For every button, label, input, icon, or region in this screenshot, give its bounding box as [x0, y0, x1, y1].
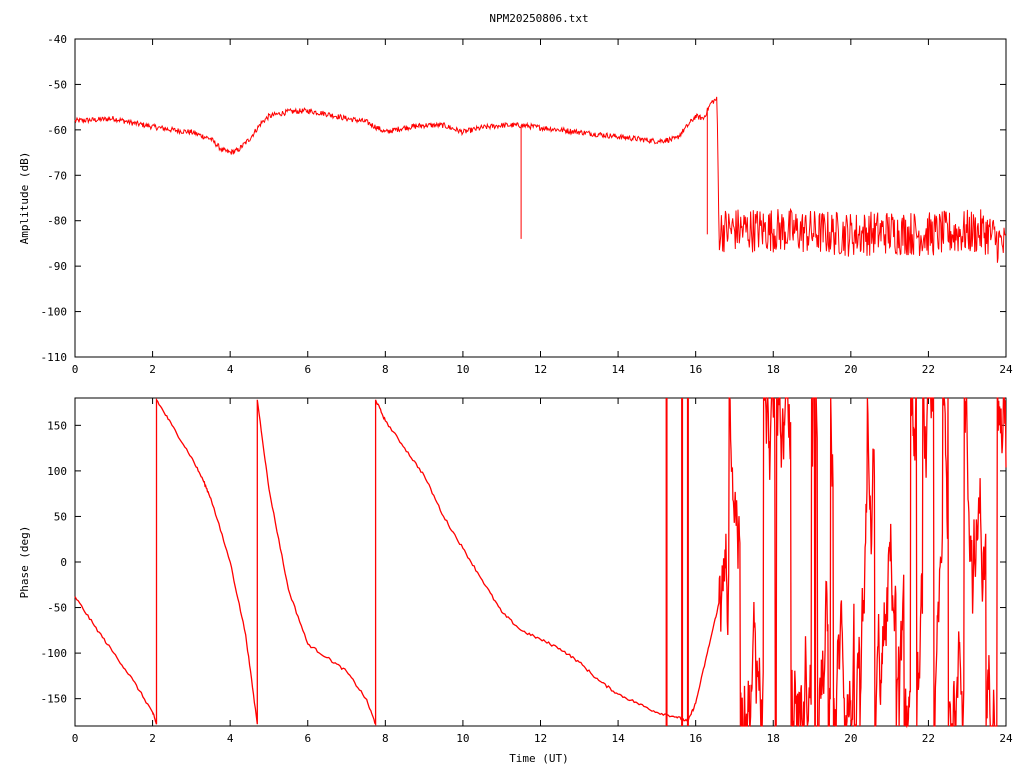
phase-y-tick-label: -50: [47, 602, 67, 615]
amplitude-x-tick-label: 18: [767, 363, 780, 376]
amplitude-x-tick-label: 24: [999, 363, 1013, 376]
amplitude-x-tick-label: 2: [149, 363, 156, 376]
amplitude-x-tick-label: 0: [72, 363, 79, 376]
phase-y-tick-label: -100: [41, 647, 68, 660]
phase-x-axis-label: Time (UT): [509, 752, 569, 765]
amplitude-series: [74, 96, 1007, 263]
phase-x-tick-label: 10: [456, 732, 469, 745]
phase-x-tick-label: 18: [767, 732, 780, 745]
amplitude-y-tick-label: -110: [41, 351, 68, 364]
phase-x-tick-label: 8: [382, 732, 389, 745]
phase-x-tick-label: 2: [149, 732, 156, 745]
amplitude-y-axis-label: Amplitude (dB): [18, 152, 31, 245]
phase-x-ticks: 0 2 4 6 8 10 12 14 16 18 20 22 24: [72, 398, 1013, 745]
amplitude-x-tick-label: 4: [227, 363, 234, 376]
phase-x-tick-label: 6: [304, 732, 311, 745]
amplitude-series-line: [74, 96, 1007, 263]
phase-x-tick-label: 0: [72, 732, 79, 745]
amplitude-y-tick-label: -90: [47, 260, 67, 273]
amplitude-y-tick-label: -80: [47, 215, 67, 228]
amplitude-x-tick-label: 10: [456, 363, 469, 376]
amplitude-y-tick-label: -50: [47, 78, 67, 91]
phase-y-tick-label: 0: [60, 556, 67, 569]
phase-panel: 0 2 4 6 8 10 12 14 16 18 20 22 24 150100500-50-100-1…: [18, 397, 1013, 765]
amplitude-x-tick-label: 14: [611, 363, 625, 376]
phase-x-tick-label: 22: [922, 732, 935, 745]
phase-series-line: [74, 397, 1007, 729]
amplitude-y-tick-label: -40: [47, 33, 67, 46]
amplitude-y-tick-label: -60: [47, 124, 67, 137]
amplitude-x-tick-label: 22: [922, 363, 935, 376]
phase-x-tick-label: 14: [611, 732, 625, 745]
phase-x-tick-label: 24: [999, 732, 1013, 745]
amplitude-x-tick-label: 8: [382, 363, 389, 376]
phase-y-tick-label: 50: [54, 510, 67, 523]
phase-x-tick-label: 4: [227, 732, 234, 745]
amplitude-x-tick-label: 20: [844, 363, 857, 376]
phase-y-ticks: 150 100 50 0 -50 -100 -150: [41, 419, 1006, 706]
amplitude-panel: 0 2 4 6 8 10 12 14 16 18 20 22 24 -40-50-60-70-80-90…: [18, 33, 1013, 376]
phase-y-tick-label: -150: [41, 693, 68, 706]
amplitude-y-tick-label: -70: [47, 169, 67, 182]
amplitude-x-ticks: 0 2 4 6 8 10 12 14 16 18 20 22 24: [72, 39, 1013, 376]
phase-x-tick-label: 12: [534, 732, 547, 745]
phase-x-tick-label: 20: [844, 732, 857, 745]
phase-y-tick-label: 100: [47, 465, 67, 478]
amplitude-y-ticks: -40 -50 -60 -70 -80 -90 -100 -110: [41, 33, 1006, 364]
phase-y-axis-label: Phase (deg): [18, 526, 31, 599]
phase-series: [74, 397, 1007, 729]
chart-title: NPM20250806.txt: [489, 12, 588, 25]
amplitude-x-tick-label: 12: [534, 363, 547, 376]
phase-x-tick-label: 16: [689, 732, 702, 745]
phase-y-tick-label: 150: [47, 419, 67, 432]
amplitude-y-tick-label: -100: [41, 306, 68, 319]
amplitude-x-tick-label: 16: [689, 363, 702, 376]
amplitude-x-tick-label: 6: [304, 363, 311, 376]
